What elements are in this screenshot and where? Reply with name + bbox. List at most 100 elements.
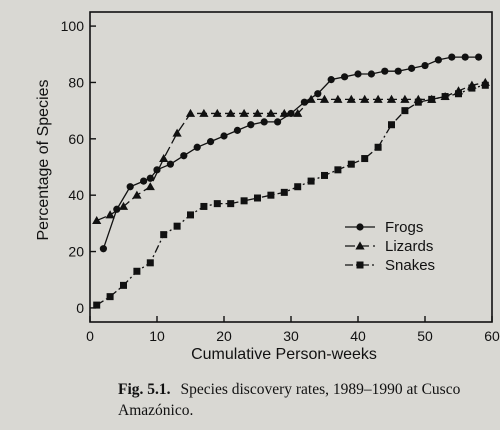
frogs-point (367, 70, 375, 78)
snakes-point (280, 188, 288, 196)
lizards-point (145, 182, 155, 191)
snakes-point (441, 93, 449, 101)
snakes-point (160, 231, 168, 239)
snakes-point (240, 197, 248, 205)
lizards-point (132, 190, 142, 199)
snakes-point (481, 81, 489, 89)
frogs-point (327, 76, 335, 84)
lizards-point (212, 108, 222, 117)
snakes-point (267, 191, 275, 199)
lizards-point (306, 94, 316, 103)
lizards-point (159, 153, 169, 162)
series-snakes (93, 81, 489, 309)
snakes-point (361, 155, 369, 163)
lizards-point (226, 108, 236, 117)
frogs-point (193, 143, 201, 151)
lizards-point (172, 128, 182, 137)
snakes-point (321, 171, 328, 179)
frogs-point (475, 53, 483, 61)
lizards-point (185, 108, 196, 117)
snakes-point (294, 183, 302, 191)
snakes-point (213, 200, 221, 208)
lizards-point (199, 108, 209, 117)
y-tick-label: 100 (61, 18, 85, 34)
snakes-point (468, 84, 476, 92)
lizards-point (118, 201, 129, 210)
frogs-point (260, 118, 268, 126)
lizards-point (252, 108, 263, 117)
snakes-point (374, 143, 382, 151)
legend-snakes-marker (356, 261, 364, 269)
lizards-point (266, 108, 276, 117)
y-tick-label: 60 (68, 131, 84, 147)
frogs-point (207, 138, 215, 146)
snakes-point (173, 222, 181, 230)
snakes-point (93, 301, 101, 309)
snakes-point (347, 160, 355, 168)
caption-text: Species discovery rates, 1989–1990 at Cu… (118, 381, 461, 419)
figure-label: Fig. 5.1. (118, 381, 171, 398)
frogs-point (461, 53, 469, 61)
snakes-point (455, 90, 462, 98)
frogs-point (233, 126, 241, 134)
lizards-point (293, 108, 303, 117)
frogs-point (314, 90, 322, 98)
lizards-point (400, 94, 410, 103)
x-tick-label: 60 (484, 328, 500, 344)
snakes-point (106, 293, 114, 301)
series-layer (92, 53, 490, 309)
y-tick-label: 20 (68, 244, 84, 260)
snakes-point (414, 98, 422, 106)
snakes-point (428, 95, 436, 103)
lizards-point (239, 108, 249, 117)
frogs-point (448, 53, 456, 61)
frogs-point (220, 132, 228, 140)
lizards-point (92, 215, 102, 224)
x-tick-label: 30 (283, 328, 299, 344)
frogs-point (99, 245, 107, 253)
x-axis-title: Cumulative Person-weeks (191, 346, 377, 363)
snakes-point (307, 177, 315, 185)
snakes-point (200, 202, 208, 210)
y-tick-label: 80 (68, 74, 84, 90)
lizards-line (96, 81, 486, 222)
x-tick-label: 20 (216, 328, 232, 344)
lizards-point (360, 94, 370, 103)
series-frogs (99, 53, 483, 253)
frogs-point (146, 174, 154, 182)
frogs-point (394, 67, 402, 75)
legend-lizards-marker (355, 241, 365, 250)
y-tick-label: 40 (68, 187, 84, 203)
frogs-point (180, 152, 188, 160)
lizards-point (333, 94, 343, 103)
frogs-point (434, 56, 442, 64)
species-discovery-chart: 0 10 20 30 40 50 60 0 20 40 60 80 100 Frogs Lizards Sn… (35, 11, 500, 363)
x-tick-label: 50 (417, 328, 433, 344)
frogs-point (341, 73, 349, 81)
legend-snakes-label: Snakes (385, 257, 435, 274)
snakes-point (334, 166, 342, 174)
snakes-point (227, 200, 235, 208)
lizards-point (386, 94, 397, 103)
legend-lizards-label: Lizards (385, 238, 433, 255)
snakes-point (120, 281, 127, 289)
frogs-point (140, 177, 148, 185)
x-tick-label: 0 (86, 328, 94, 344)
frogs-point (354, 70, 362, 78)
lizards-point (319, 94, 330, 103)
axes: 0 10 20 30 40 50 60 0 20 40 60 80 100 (61, 11, 500, 344)
snakes-point (133, 267, 141, 275)
frogs-point (247, 121, 255, 129)
snakes-point (401, 107, 409, 115)
frogs-point (381, 67, 389, 75)
lizards-point (346, 94, 356, 103)
frogs-point (274, 118, 282, 126)
snakes-point (146, 259, 154, 267)
legend-frogs-label: Frogs (385, 219, 423, 236)
lizards-point (279, 108, 289, 117)
snakes-point (254, 194, 261, 202)
frogs-point (408, 64, 416, 72)
lizards-point (105, 210, 115, 219)
snakes-point (388, 121, 395, 129)
